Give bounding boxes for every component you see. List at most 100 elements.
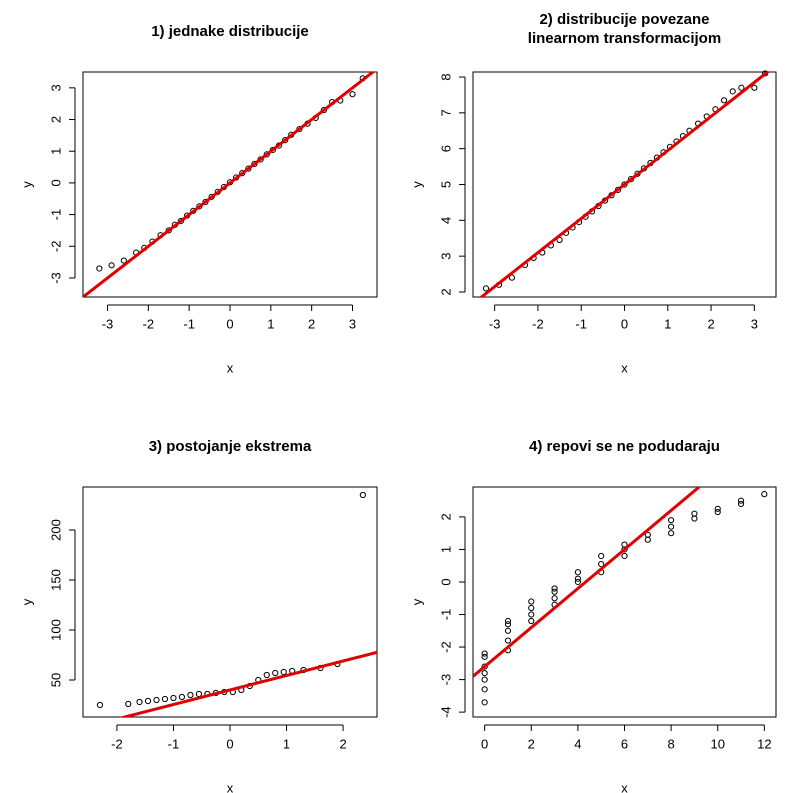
point [720,97,728,104]
point [144,697,152,705]
point [551,595,558,602]
x-tick-label: -2 [143,316,155,331]
panel-title: 2) distribucije povezane [539,11,709,28]
point [714,505,721,512]
x-tick-label: 2 [339,736,346,751]
point [668,523,675,530]
point [96,265,103,272]
point [263,671,270,679]
x-tick-label: -1 [575,316,587,331]
x-tick-label: -3 [102,316,114,331]
x-tick-label: -3 [489,316,501,331]
point [598,552,605,560]
y-axis-label: y [409,598,424,605]
x-tick-label: 2 [707,316,714,331]
point [272,669,279,677]
x-axis-label: x [621,780,628,793]
x-tick-label: 3 [349,316,356,331]
panel-title: 4) repovi se ne podudaraju [529,438,720,455]
y-tick-label: 200 [48,519,63,541]
point [481,650,488,657]
x-tick-label: 1 [664,316,671,331]
y-tick-label: 1 [438,546,453,553]
point [251,160,258,168]
point [598,561,605,568]
y-tick-label: 2 [438,513,453,520]
x-tick-label: -1 [183,316,195,331]
point [574,569,581,576]
x-tick-label: 0 [226,316,233,331]
x-axis-label: x [227,360,234,375]
point [187,691,194,699]
point [504,621,512,628]
x-tick-label: 0 [481,736,488,751]
point [504,637,512,644]
x-axis-label: x [621,360,628,375]
panel-title: linearnom transformacijom [528,30,721,47]
point [644,531,651,538]
panel-title: 1) jednake distribucije [151,23,309,40]
y-tick-label: 4 [438,217,453,224]
point [320,106,328,114]
y-tick-label: 1 [48,148,63,155]
y-tick-label: -3 [48,272,63,284]
point [574,575,581,582]
point [125,700,132,708]
point [177,217,185,225]
point [349,91,356,98]
x-tick-label: 6 [621,736,628,751]
point [481,676,488,683]
point [621,181,628,188]
point [551,588,558,595]
x-tick-label: -2 [532,316,544,331]
point [551,585,558,592]
point [528,604,535,612]
y-tick-label: 7 [438,109,453,116]
point [668,517,675,524]
point [359,491,366,499]
point [245,165,252,172]
x-tick-label: 8 [667,736,674,751]
y-tick-label: 5 [438,181,453,188]
y-tick-label: -1 [438,609,453,621]
x-tick-label: 4 [574,736,581,751]
panel: 2) distribucije povezane linearnom transf… [409,11,777,375]
point [751,84,758,91]
point [96,701,104,709]
x-tick-label: -1 [168,736,180,751]
y-axis-label: y [19,181,34,188]
point [296,125,303,133]
point [195,690,203,698]
panel: 3) postojanje ekstrema -2 -1 0 1 2 50 100 150 200… [19,438,378,793]
point [738,84,745,91]
y-axis-label: y [409,181,424,188]
x-tick-label: 3 [751,316,758,331]
point [108,262,115,269]
point [120,257,127,264]
point [481,686,488,693]
reference-line [118,650,377,717]
x-tick-label: 12 [757,736,771,751]
point [621,552,628,560]
point [761,491,768,498]
plot-frame [472,486,777,718]
x-tick-label: 10 [710,736,724,751]
point [202,198,209,206]
x-tick-label: 1 [283,736,290,751]
x-tick-label: -2 [111,736,123,751]
point [714,508,721,516]
reference-line [473,487,702,678]
y-tick-label: -4 [438,706,453,718]
point [481,663,488,670]
panel: 4) repovi se ne podudaraju 0 2 4 6 8 10 12 -4 -3 -… [409,438,777,793]
y-tick-label: -1 [48,209,63,221]
point [737,500,745,508]
y-tick-label: -3 [438,674,453,686]
point [136,698,143,706]
point [282,137,289,144]
point [178,693,186,701]
reference-line [479,72,770,297]
point [574,578,581,586]
reference-line [83,72,376,297]
